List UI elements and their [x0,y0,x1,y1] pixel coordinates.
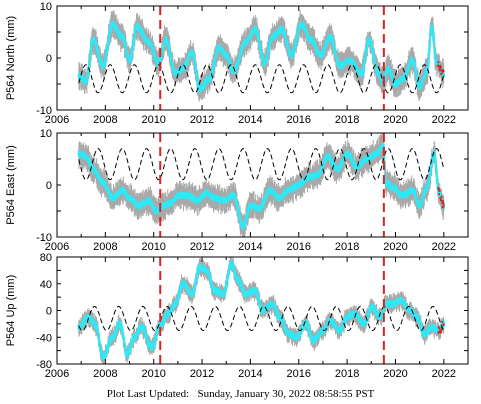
footer-date: Sunday, January 30, 2022 08:58:55 PST [197,388,375,400]
y-axis-label: P564 North (mm) [5,16,17,100]
x-tick-label: 2018 [335,114,359,126]
x-tick-label: 2008 [93,241,117,253]
x-tick-label: 2020 [383,114,407,126]
x-tick-label: 2014 [238,114,262,126]
y-axis-label: P564 East (mm) [5,145,17,224]
x-tick-label: 2012 [190,114,214,126]
y-tick-label: 40 [40,279,52,291]
y-tick-label: -10 [36,232,52,244]
x-tick-label: 2006 [45,241,69,253]
seasonal-model-line [78,148,445,181]
y-tick-label: 80 [40,252,52,264]
x-tick-label: 2014 [238,241,262,253]
x-tick-label: 2006 [45,114,69,126]
x-tick-label: 2022 [432,241,456,253]
y-axis-label: P564 Up (mm) [5,275,17,347]
y-tick-label: 10 [40,128,52,140]
x-tick-label: 2012 [190,241,214,253]
x-tick-label: 2008 [93,368,117,380]
x-tick-label: 2020 [383,241,407,253]
recent-points [437,187,445,209]
y-tick-label: 10 [40,1,52,13]
y-tick-label: -40 [36,332,52,344]
x-tick-label: 2012 [190,368,214,380]
x-tick-label: 2018 [335,241,359,253]
panel-2: 2006 2008 2010 2012 2014 2016 2018 2020 2022 -10 0… [5,128,469,253]
plot-area [77,257,445,364]
y-tick-label: 0 [46,306,52,318]
y-tick-label: 0 [46,53,52,65]
x-tick-label: 2018 [335,368,359,380]
x-tick-label: 2008 [93,114,117,126]
footer: Plot Last Updated: Sunday, January 30, 2… [0,388,481,400]
x-tick-label: 2016 [287,368,311,380]
y-tick-label: -80 [36,359,52,371]
y-tick-label: -10 [36,105,52,117]
plot-area [77,10,445,102]
x-tick-label: 2016 [287,241,311,253]
recent-points [436,61,445,75]
x-tick-label: 2010 [141,241,165,253]
x-tick-label: 2020 [383,368,407,380]
daily-positions [77,260,445,361]
x-tick-label: 2016 [287,114,311,126]
daily-positions [77,20,445,93]
x-tick-label: 2014 [238,368,262,380]
x-tick-label: 2022 [432,114,456,126]
recent-points [437,321,445,334]
plot-area [77,133,445,237]
x-tick-label: 2006 [45,368,69,380]
footer-label: Plot Last Updated: [106,388,190,400]
x-tick-label: 2022 [432,368,456,380]
panel-1: 2006 2008 2010 2012 2014 2016 2018 2020 2022 -10 0… [5,1,469,126]
y-tick-label: 0 [46,180,52,192]
x-tick-label: 2010 [141,368,165,380]
panel-3: 2006 2008 2010 2012 2014 2016 2018 2020 2022 -80 -… [5,252,469,380]
x-tick-label: 2010 [141,114,165,126]
